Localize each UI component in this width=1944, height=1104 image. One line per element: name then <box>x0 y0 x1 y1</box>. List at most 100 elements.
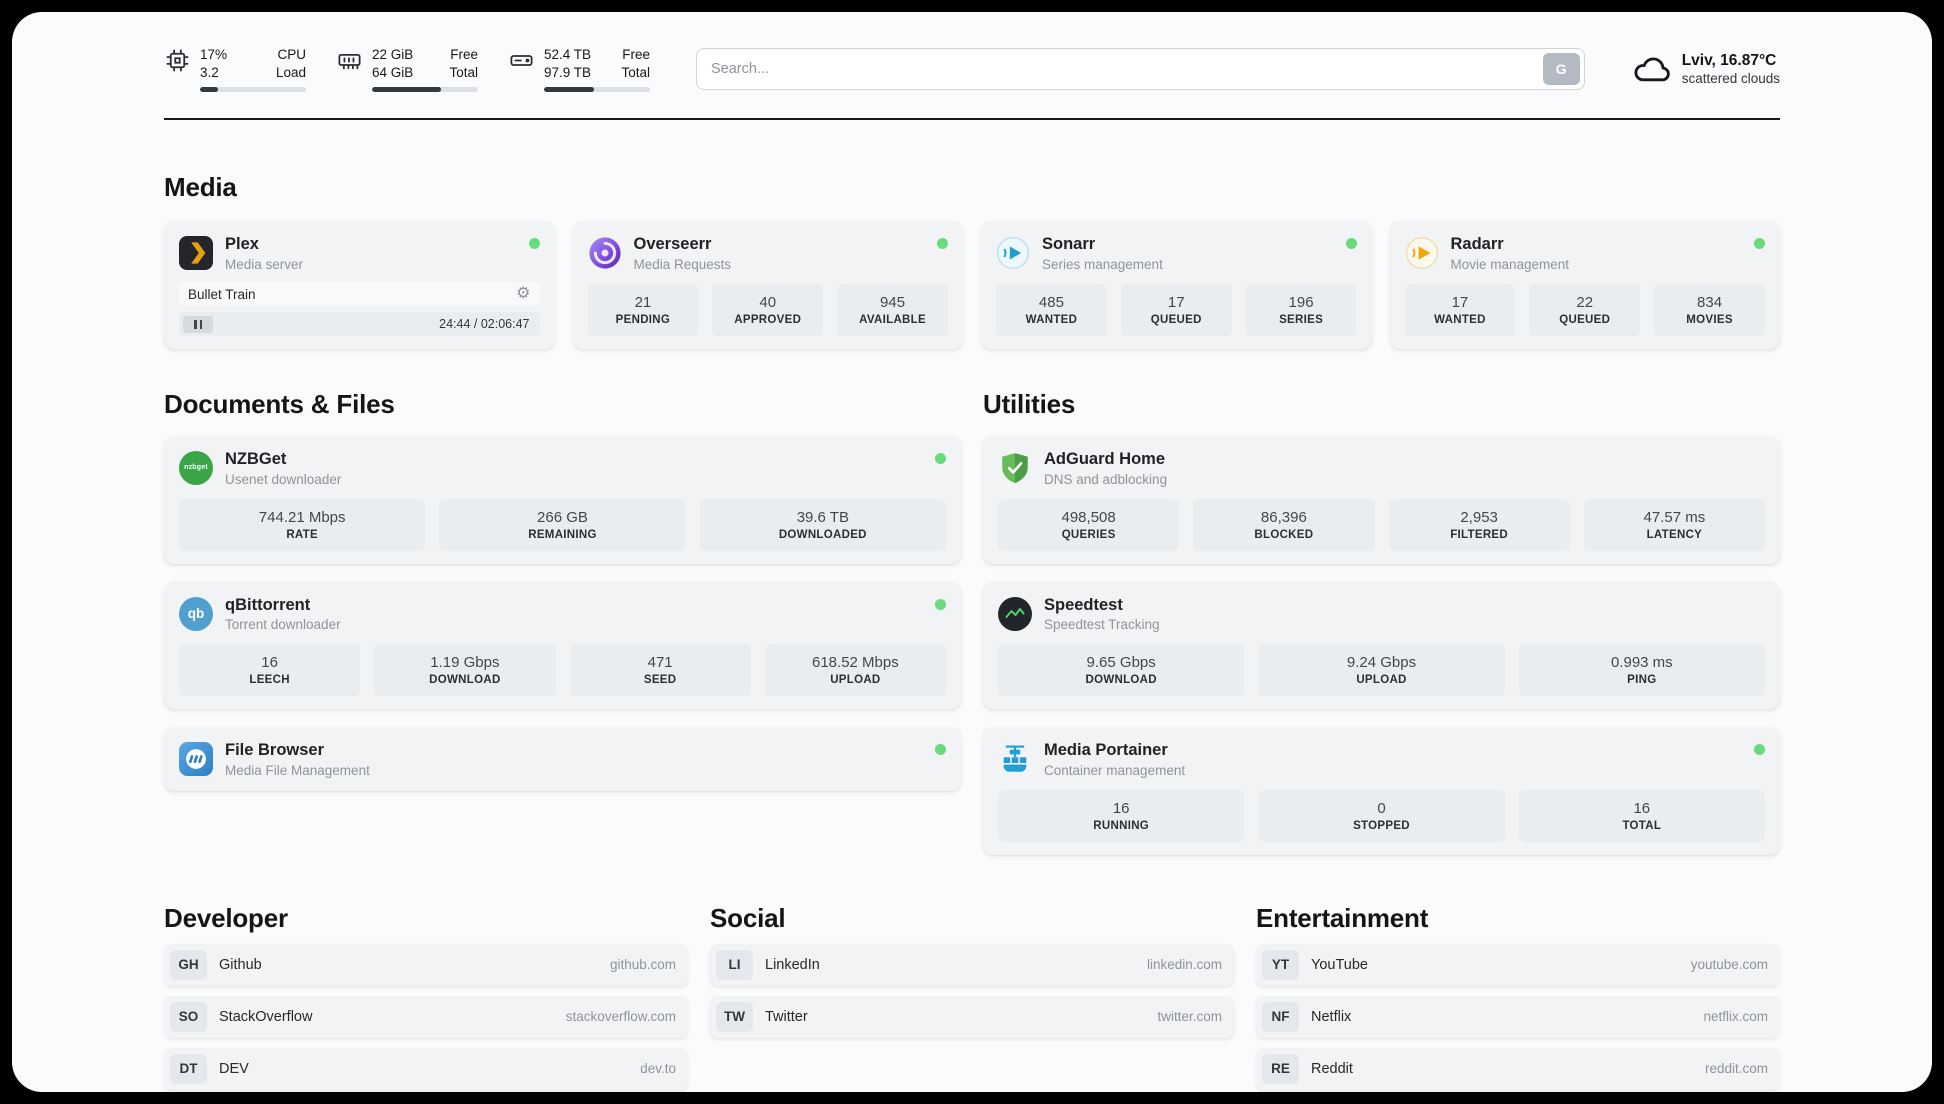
adguard-shield-icon <box>998 451 1032 485</box>
stat-filtered: 2,953 FILTERED <box>1388 498 1570 551</box>
bookmarks-social: Social LI LinkedIn linkedin.com TW Twitt… <box>710 855 1234 1038</box>
disk-free-label: Free <box>622 47 650 62</box>
stat-queries: 498,508 QUERIES <box>998 498 1180 551</box>
utilities-column: Utilities <box>983 349 1780 855</box>
section-title-developer: Developer <box>164 902 288 933</box>
memory-free-value: 22 GiB <box>372 47 414 62</box>
memory-total-label: Total <box>449 65 478 81</box>
bookmark-url: youtube.com <box>1690 957 1768 973</box>
stat-download: 9.65 Gbps DOWNLOAD <box>998 644 1245 697</box>
documents-column: Documents & Files nzbget NZBGet Usenet d… <box>164 349 961 791</box>
nzbget-icon: nzbget <box>179 450 213 485</box>
stat-ping: 0.993 ms PING <box>1518 644 1765 697</box>
app-card-qbittorrent[interactable]: qb qBittorrent Torrent downloader 16 LEE… <box>164 581 961 710</box>
app-card-overseerr[interactable]: Overseerr Media Requests 21 PENDING 40 A… <box>572 221 963 350</box>
top-bar: 17% 3.2 CPU Load <box>164 12 1780 93</box>
dashboard-window: 17% 3.2 CPU Load <box>12 12 1932 1092</box>
bookmark-netflix[interactable]: NF Netflix netflix.com <box>1256 995 1780 1038</box>
bookmark-badge: RE <box>1262 1053 1299 1084</box>
header-divider <box>164 118 1780 121</box>
weather-location-temp: Lviv, 16.87°C <box>1681 52 1777 70</box>
app-card-adguard[interactable]: AdGuard Home DNS and adblocking 498,508 … <box>983 436 1780 564</box>
app-subtitle: DNS and adblocking <box>1044 471 1168 487</box>
stat-rate: 744.21 Mbps RATE <box>179 498 426 551</box>
bookmark-stackoverflow[interactable]: SO StackOverflow stackoverflow.com <box>164 995 688 1038</box>
speedtest-icon <box>998 596 1032 631</box>
app-name: Overseerr <box>633 235 712 254</box>
cpu-progress-bar <box>200 87 306 93</box>
stat-seed: 471 SEED <box>569 644 751 697</box>
stat-downloaded: 39.6 TB DOWNLOADED <box>699 498 946 551</box>
stat-approved: 40 APPROVED <box>712 284 824 337</box>
cpu-icon <box>164 47 191 74</box>
bookmark-badge: DT <box>170 1053 207 1084</box>
bookmark-github[interactable]: GH Github github.com <box>164 943 688 986</box>
memory-monitor: 22 GiB 64 GiB Free Total <box>336 46 478 93</box>
app-card-filebrowser[interactable]: File Browser Media File Management <box>164 727 961 791</box>
stat-remaining: 266 GB REMAINING <box>439 498 686 551</box>
app-subtitle: Usenet downloader <box>225 471 342 487</box>
stat-movies: 834 MOVIES <box>1654 284 1765 337</box>
app-card-plex[interactable]: Plex Media server Bullet Train ⚙ 24:44 /… <box>164 221 555 350</box>
bookmark-twitter[interactable]: TW Twitter twitter.com <box>710 995 1234 1038</box>
disk-free-value: 52.4 TB <box>544 47 592 62</box>
bookmark-url: twitter.com <box>1157 1009 1222 1025</box>
bookmarks-entertainment: Entertainment YT YouTube youtube.com NF … <box>1256 855 1780 1090</box>
app-card-speedtest[interactable]: Speedtest Speedtest Tracking 9.65 Gbps D… <box>983 581 1780 710</box>
app-card-portainer[interactable]: Media Portainer Container management 16 … <box>983 727 1780 855</box>
disk-total-label: Total <box>621 65 650 81</box>
app-subtitle: Series management <box>1042 257 1163 273</box>
status-online-dot <box>1754 744 1765 756</box>
now-playing-title: Bullet Train <box>188 286 256 302</box>
gear-icon[interactable]: ⚙ <box>516 285 531 303</box>
bookmark-youtube[interactable]: YT YouTube youtube.com <box>1256 943 1780 986</box>
plex-icon <box>179 236 213 271</box>
app-card-nzbget[interactable]: nzbget NZBGet Usenet downloader 744.21 M… <box>164 436 961 564</box>
section-title-utilities: Utilities <box>983 389 1076 420</box>
bookmark-name: LinkedIn <box>765 956 820 973</box>
bookmark-url: linkedin.com <box>1146 957 1222 973</box>
app-card-radarr[interactable]: Radarr Movie management 17 WANTED 22 QUE… <box>1389 221 1780 350</box>
memory-progress-bar <box>372 87 478 93</box>
pause-icon[interactable] <box>183 315 213 333</box>
portainer-icon <box>998 742 1032 776</box>
sonarr-icon <box>996 236 1030 270</box>
stat-running: 16 RUNNING <box>998 789 1245 842</box>
bookmark-name: Github <box>219 956 262 973</box>
bookmark-name: YouTube <box>1311 956 1368 973</box>
app-card-sonarr[interactable]: Sonarr Series management 485 WANTED 17 Q… <box>981 221 1372 350</box>
bookmark-badge: NF <box>1262 1001 1299 1032</box>
stat-wanted: 485 WANTED <box>996 284 1107 337</box>
bookmark-badge: LI <box>716 949 753 980</box>
bookmark-reddit[interactable]: RE Reddit reddit.com <box>1256 1047 1780 1090</box>
bookmark-name: Reddit <box>1311 1060 1353 1077</box>
bookmark-url: reddit.com <box>1704 1061 1768 1077</box>
app-name: Radarr <box>1450 235 1504 254</box>
stat-wanted: 17 WANTED <box>1404 284 1516 337</box>
bookmark-badge: SO <box>170 1001 207 1032</box>
cpu-progress-fill <box>200 87 219 93</box>
stat-latency: 47.57 ms LATENCY <box>1583 498 1765 551</box>
playback-time: 24:44 / 02:06:47 <box>439 317 530 332</box>
app-subtitle: Movie management <box>1450 257 1570 273</box>
stat-queued: 17 QUEUED <box>1120 284 1232 337</box>
cpu-monitor: 17% 3.2 CPU Load <box>164 46 306 93</box>
disk-progress-bar <box>544 87 650 93</box>
stat-stopped: 0 STOPPED <box>1258 789 1505 842</box>
now-playing-row: Bullet Train ⚙ <box>179 282 540 307</box>
weather-condition: scattered clouds <box>1681 71 1780 87</box>
app-name: NZBGet <box>225 450 287 469</box>
app-subtitle: Media File Management <box>225 762 370 778</box>
disk-total-value: 97.9 TB <box>544 65 592 81</box>
disk-monitor: 52.4 TB 97.9 TB Free Total <box>508 46 650 93</box>
status-online-dot <box>935 453 946 465</box>
playback-progress-bar[interactable]: 24:44 / 02:06:47 <box>179 312 540 337</box>
stat-series: 196 SERIES <box>1245 284 1357 337</box>
search-input[interactable] <box>696 48 1585 91</box>
stat-available: 945 AVAILABLE <box>837 284 948 337</box>
search-engine-button[interactable]: G <box>1542 53 1580 86</box>
bookmark-dev[interactable]: DT DEV dev.to <box>164 1047 688 1090</box>
cpu-usage-percent: 17% <box>200 47 228 62</box>
bookmark-linkedin[interactable]: LI LinkedIn linkedin.com <box>710 943 1234 986</box>
app-subtitle: Container management <box>1044 762 1186 778</box>
